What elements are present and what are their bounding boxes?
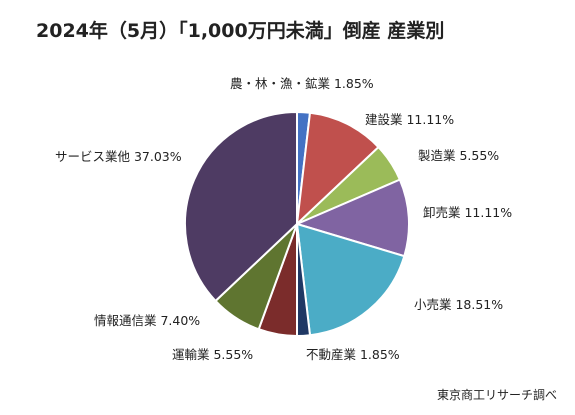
slice-label: 運輸業 5.55% bbox=[172, 347, 253, 362]
slice-label: 情報通信業 7.40% bbox=[94, 313, 200, 328]
slice-label: 卸売業 11.11% bbox=[423, 205, 512, 220]
slice-label: 建設業 11.11% bbox=[365, 112, 454, 127]
slice-label: サービス業他 37.03% bbox=[55, 149, 182, 164]
slice-label: 農・林・漁・鉱業 1.85% bbox=[230, 76, 374, 91]
slice-label: 不動産業 1.85% bbox=[306, 347, 400, 362]
pie-slice bbox=[295, 111, 380, 227]
source-note: 東京商工リサーチ調べ bbox=[436, 388, 557, 402]
slice-label: 小売業 18.51% bbox=[414, 297, 503, 312]
chart-title: 2024年（5月）「1,000万円未満」倒産 産業別 bbox=[36, 20, 445, 42]
pie-slice bbox=[295, 222, 406, 337]
pie-slice bbox=[184, 110, 298, 303]
pie-slices bbox=[184, 110, 410, 338]
slice-label: 製造業 5.55% bbox=[418, 148, 499, 163]
slice-labels: 農・林・漁・鉱業 1.85% 建設業 11.11% 製造業 5.55% 卸売業 11.… bbox=[55, 76, 512, 362]
pie-slice bbox=[294, 178, 410, 258]
